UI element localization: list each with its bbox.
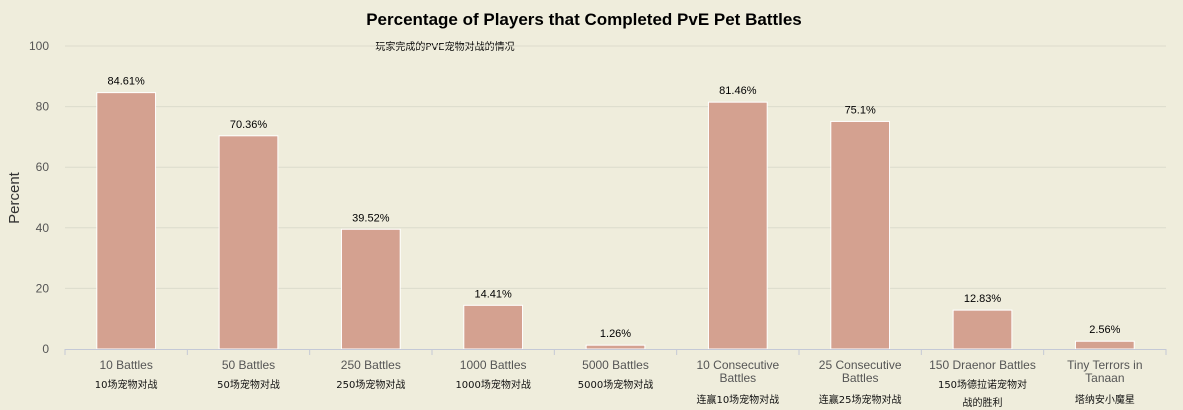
data-label: 2.56% [1089, 324, 1120, 336]
x-tick-label: 150 Draenor Battles [929, 358, 1036, 372]
bar-7 [830, 120, 891, 350]
x-tick-label-cn: 连赢10场宠物对战 [696, 393, 779, 406]
x-tick-label: 5000 Battles [582, 358, 649, 372]
x-tick-label-cn: 150场德拉诺宠物对 [938, 378, 1027, 391]
x-tick-label: 250 Battles [341, 358, 401, 372]
y-axis-label: Percent [6, 171, 23, 224]
x-tick-label-cn: 1000场宠物对战 [455, 378, 530, 391]
bars [96, 92, 1135, 350]
x-tick-label: 10 Battles [99, 358, 152, 372]
y-tick-label: 60 [36, 160, 50, 174]
x-tick-label: 1000 Battles [460, 358, 527, 372]
data-label: 12.83% [964, 293, 1002, 305]
x-tick-label-cn: 战的胜利 [963, 396, 1003, 409]
chart-title: Percentage of Players that Completed PvE… [366, 10, 802, 29]
x-tick-label: Tanaan [1085, 371, 1124, 385]
data-label: 1.26% [600, 328, 631, 340]
y-axis-ticks: 0 20 40 60 80 100 [29, 39, 49, 356]
x-tick-label-cn: 250场宠物对战 [336, 378, 405, 391]
bar-9 [1074, 340, 1135, 350]
x-tick-label-cn: 塔纳安小魔星 [1075, 393, 1135, 406]
data-labels: 84.61% 70.36% 39.52% 14.41% 1.26% 81.46% 75.1%… [108, 76, 1121, 341]
y-tick-label: 0 [42, 342, 49, 356]
x-tick-label: Battles [719, 371, 756, 385]
x-tick-label-cn: 5000场宠物对战 [578, 378, 653, 391]
x-tick-label: 10 Consecutive [696, 358, 779, 372]
data-label: 75.1% [845, 104, 876, 116]
bar-1 [96, 92, 157, 350]
x-tick-label: Tiny Terrors in [1067, 358, 1142, 372]
y-tick-label: 40 [36, 221, 50, 235]
y-tick-label: 80 [36, 100, 50, 114]
x-tick-label-cn: 连赢25场宠物对战 [819, 393, 902, 406]
data-label: 84.61% [108, 76, 146, 88]
data-label: 81.46% [719, 85, 757, 97]
x-tick-label-cn: 10场宠物对战 [95, 378, 158, 391]
y-tick-label: 100 [29, 39, 49, 53]
bar-4 [463, 304, 524, 350]
y-tick-label: 20 [36, 281, 50, 295]
x-tick-label: 50 Battles [222, 358, 275, 372]
data-label: 39.52% [352, 212, 390, 224]
data-label: 14.41% [475, 288, 513, 300]
bar-3 [340, 228, 401, 350]
bar-5 [585, 344, 646, 350]
x-tick-label: Battles [842, 371, 879, 385]
x-tick-label-cn: 50场宠物对战 [217, 378, 280, 391]
gridlines [65, 45, 1166, 289]
x-tick-label: 25 Consecutive [819, 358, 902, 372]
x-axis-ticks: 10 Battles 10场宠物对战 50 Battles 50场宠物对战 250 Ba… [64, 349, 1167, 409]
bar-8 [952, 309, 1013, 350]
data-label: 70.36% [230, 119, 268, 131]
bar-2 [218, 135, 279, 350]
bar-6 [707, 101, 768, 350]
